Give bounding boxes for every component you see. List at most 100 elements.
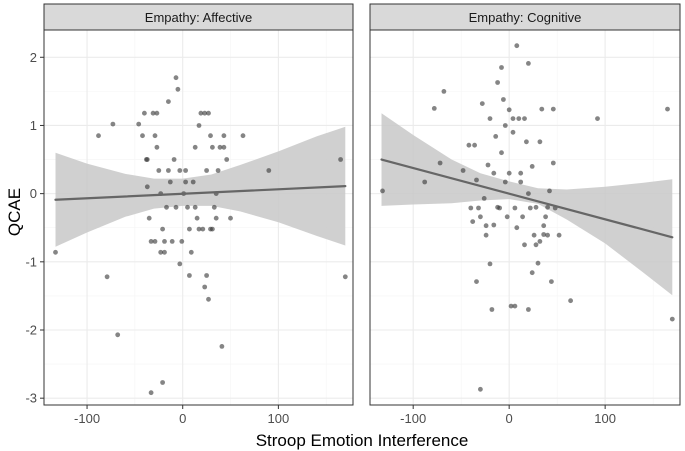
data-point [545,204,550,210]
data-point [549,279,554,284]
data-point [512,303,518,309]
data-point [208,226,213,232]
data-point [53,249,58,255]
data-point [541,223,547,229]
data-point [502,179,508,185]
regression-line [380,158,674,239]
facet-panel-1: Empathy: Affective -100 0 100 -3 -2 -1 0 1 2 [25,3,354,426]
data-point [266,168,272,173]
data-point [136,121,142,127]
data-point [422,179,428,185]
data-point [152,239,158,244]
data-point [142,110,147,116]
data-point [483,232,489,238]
data-point [481,196,487,201]
data-point [202,110,208,116]
data-point [167,179,173,185]
data-point [110,121,116,127]
y-tick-label: 2 [30,50,37,65]
data-point [196,226,202,232]
y-tick-label: 1 [30,118,37,133]
data-point [495,204,500,210]
data-point [506,170,512,176]
data-point [228,215,233,221]
data-point [200,226,206,232]
data-point [516,116,522,121]
data-point [154,144,160,150]
data-point [166,168,171,173]
data-point [526,191,531,197]
data-point [669,316,675,322]
data-point [512,205,518,211]
data-point [468,205,474,211]
y-tick-label: 0 [30,186,37,201]
data-point [148,239,154,244]
x-tick-label: -100 [400,411,426,426]
data-point [514,225,520,231]
data-point [196,123,202,128]
data-point [478,214,483,220]
data-point [476,205,481,211]
data-point [543,214,548,220]
data-point [224,157,230,162]
data-point [202,284,208,290]
data-point [140,133,145,139]
data-point [501,97,506,102]
data-point [144,157,150,162]
data-point [183,179,189,185]
y-tick-label: -1 [25,254,37,269]
data-point [183,168,189,173]
y-axis-title: QCAE [5,188,24,236]
data-point [665,106,670,112]
panels-layer: Empathy: Affective-100 0 100-3-2-1012Empat… [25,3,681,426]
data-point [485,162,491,168]
data-point [522,116,527,121]
data-point [156,168,162,173]
data-point [431,106,437,111]
data-point [215,168,221,173]
data-point [171,157,177,162]
x-tick-label: 0 [506,411,513,426]
facet-strip-title: Empathy: Affective [145,10,252,25]
data-point [518,170,524,176]
data-point [208,133,213,139]
data-point [508,303,514,309]
data-point [478,386,483,392]
data-point [504,214,510,220]
data-point [510,116,516,121]
data-point [506,107,512,113]
data-point [441,89,447,94]
y-tick-label: -2 [25,323,37,338]
data-point [221,133,227,139]
data-point [213,215,219,221]
data-point [568,298,573,304]
data-point [541,232,547,237]
data-point [533,204,539,210]
panel-border [43,29,354,406]
data-point [96,133,101,139]
data-point [491,222,497,228]
facet-strip [369,3,681,31]
data-point [474,177,479,183]
data-point [489,307,495,312]
data-point [510,129,516,135]
data-point [547,188,552,194]
data-point [166,99,171,104]
data-point [175,86,181,92]
data-point [148,390,154,396]
data-point [173,204,179,210]
data-point [531,232,537,238]
data-point [495,80,500,85]
data-point [190,179,196,185]
confidence-ribbon [381,113,673,296]
data-point [179,239,185,244]
data-point [502,123,508,128]
data-point [537,239,543,244]
data-point [177,168,183,173]
data-point [527,205,533,211]
data-point [219,344,225,349]
data-point [211,204,217,210]
data-point [514,43,520,49]
data-point [524,139,529,145]
